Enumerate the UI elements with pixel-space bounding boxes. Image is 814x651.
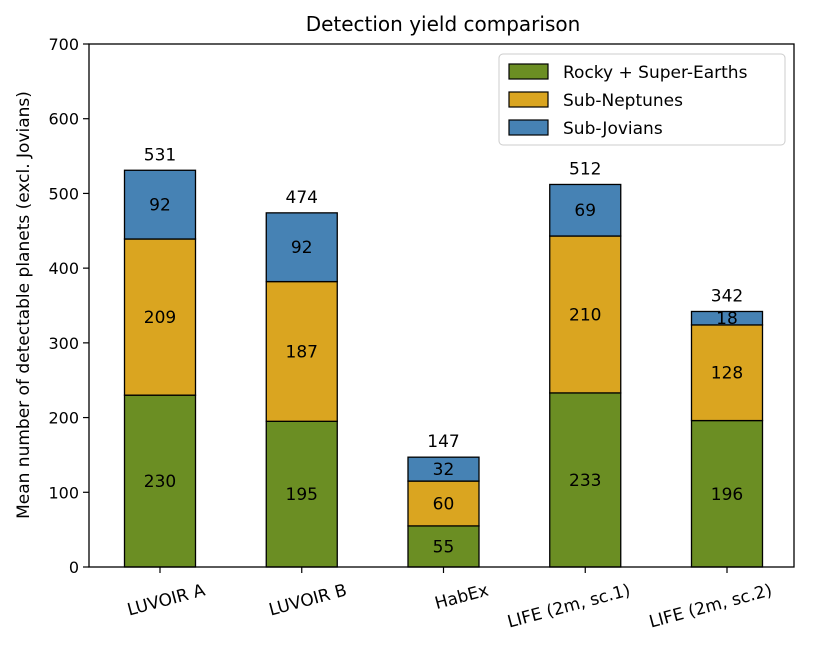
bar-total-label: 342	[711, 286, 743, 306]
y-tick-label: 300	[48, 334, 79, 353]
y-tick-label: 0	[69, 558, 79, 577]
legend: Rocky + Super-Earths Sub-Neptunes Sub-Jovi…	[498, 53, 786, 146]
bar-value-label: 230	[144, 472, 176, 492]
legend-box	[498, 53, 786, 146]
plot-frame	[88, 43, 795, 568]
bar-value-label: 69	[574, 201, 596, 221]
bar-segment	[549, 183, 622, 237]
x-tick-label: LUVOIR B	[267, 581, 349, 621]
legend-swatch	[508, 63, 549, 80]
bar-segment	[265, 420, 338, 568]
y-tick-label: 200	[48, 409, 79, 428]
y-tick-label: 100	[48, 483, 79, 502]
bar-total-label: 531	[144, 145, 176, 165]
legend-label: Sub-Jovians	[563, 119, 663, 139]
bar-total-label: 474	[286, 188, 318, 208]
bar-segment	[123, 394, 197, 568]
bar-segment	[407, 456, 480, 482]
y-tick-label: 600	[48, 110, 79, 129]
bar-segment	[123, 238, 197, 396]
y-tick-label: 500	[48, 184, 79, 203]
bar-value-label: 92	[149, 196, 171, 216]
bar-value-label: 18	[716, 309, 738, 329]
bar-value-label: 32	[433, 460, 455, 480]
bar-value-label: 196	[711, 485, 743, 505]
legend-swatch	[508, 119, 549, 136]
chart-title: Detection yield comparison	[306, 12, 581, 36]
x-tick-label: HabEx	[433, 581, 491, 615]
bar-value-label: 92	[291, 238, 313, 258]
x-tick-label: LUVOIR A	[125, 580, 207, 620]
bar-segment	[265, 280, 338, 422]
bar-value-label: 60	[433, 494, 455, 514]
bar-segment	[123, 169, 197, 240]
bar-value-label: 233	[569, 471, 601, 491]
bar-value-label: 55	[433, 537, 455, 557]
legend-label: Rocky + Super-Earths	[563, 63, 748, 83]
x-tick-label: LIFE (2m, sc.2)	[647, 581, 774, 633]
plot-area: 0 100 200 300 400 500 600 700 230 209 92 531 LUVOIR …	[48, 35, 774, 633]
bar-value-label: 187	[286, 342, 318, 362]
bar-segment	[407, 480, 480, 527]
y-axis-label: Mean number of detectable planets (excl.…	[14, 91, 34, 519]
bar-total-label: 512	[569, 159, 601, 179]
legend-label: Sub-Neptunes	[563, 91, 683, 111]
bar-segment	[690, 419, 764, 568]
bar-value-label: 210	[569, 305, 601, 325]
bar-value-label: 209	[144, 308, 176, 328]
bar-value-label: 128	[711, 364, 743, 384]
bar-segment	[690, 310, 764, 326]
x-tick-label: LIFE (2m, sc.1)	[505, 581, 632, 633]
bar-total-label: 147	[427, 432, 459, 452]
y-tick-label: 400	[48, 259, 79, 278]
bar-segment	[265, 212, 338, 283]
bar-value-label: 195	[286, 485, 318, 505]
legend-swatch	[508, 91, 549, 108]
y-tick-label: 700	[48, 35, 79, 54]
bar-segment	[549, 235, 622, 394]
